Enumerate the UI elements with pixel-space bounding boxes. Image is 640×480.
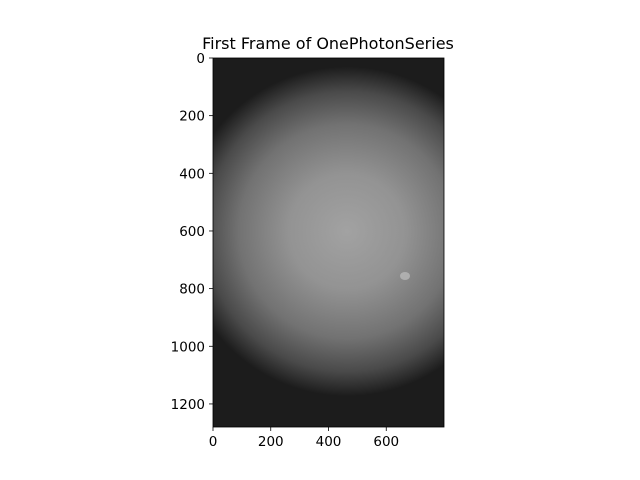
y-tick-label: 1200 (171, 397, 205, 413)
y-tick-label: 200 (179, 109, 205, 125)
y-tick-label: 1000 (171, 339, 205, 355)
y-tick-label: 400 (179, 166, 205, 182)
x-tick-label: 0 (209, 434, 218, 450)
bright-spot (400, 272, 410, 280)
y-tick-label: 600 (179, 224, 205, 240)
first-frame-image (213, 58, 444, 427)
image-plot-area (213, 58, 444, 427)
y-tick-label: 800 (179, 282, 205, 298)
y-tick-label: 0 (196, 51, 205, 67)
y-axis-ticks: 0 200 400 600 800 1000 1200 (171, 51, 213, 413)
x-axis-ticks: 0 200 400 600 (209, 427, 399, 450)
x-tick-label: 200 (258, 434, 284, 450)
x-tick-label: 600 (373, 434, 399, 450)
x-tick-label: 400 (316, 434, 342, 450)
chart-title: First Frame of OnePhotonSeries (202, 34, 454, 53)
